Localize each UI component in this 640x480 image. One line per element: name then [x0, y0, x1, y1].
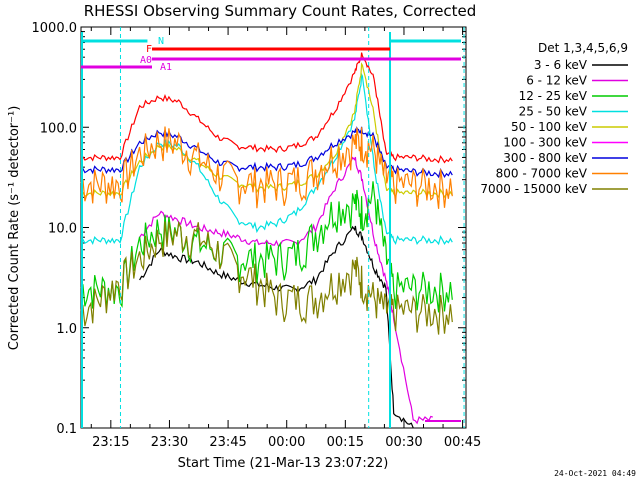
- legend-label: 300 - 800 keV: [503, 151, 587, 165]
- legend-label: 7000 - 15000 keV: [480, 182, 587, 196]
- series-layer: [80, 52, 453, 429]
- x-tick-label: 00:15: [327, 435, 364, 450]
- annotation-label: A0: [140, 55, 152, 66]
- x-axis-ticks: 23:15 23:30 23:45 00:00 00:15 00:30 00:45: [90, 27, 481, 450]
- y-axis-ticks: 1000.0 100.0 10.0 1.0 0.1: [32, 21, 466, 437]
- annotation-label: F: [146, 44, 152, 55]
- series-line-0: [139, 225, 414, 429]
- legend-title: Det 1,3,4,5,6,9: [538, 41, 628, 55]
- timestamp: 24-Oct-2021 04:49: [554, 469, 636, 478]
- legend-label: 3 - 6 keV: [534, 58, 588, 72]
- y-tick-label: 1.0: [56, 322, 77, 337]
- legend-label: 100 - 300 keV: [503, 136, 587, 150]
- x-tick-label: 23:45: [209, 435, 246, 450]
- series-line-2: [80, 181, 453, 313]
- x-tick-label: 00:45: [444, 435, 481, 450]
- y-tick-label: 100.0: [40, 121, 77, 136]
- x-tick-label: 00:30: [385, 435, 422, 450]
- y-tick-label: 0.1: [56, 422, 77, 437]
- y-tick-label: 1000.0: [32, 21, 78, 36]
- chart-title: RHESSI Observing Summary Count Rates, Co…: [84, 2, 477, 20]
- annotation-label: A1: [160, 62, 172, 73]
- legend-label: 800 - 7000 keV: [496, 167, 588, 181]
- x-tick-label: 23:30: [151, 435, 188, 450]
- x-tick-label: 23:15: [92, 435, 129, 450]
- x-axis-label: Start Time (21-Mar-13 23:07:22): [178, 456, 389, 471]
- legend-label: 50 - 100 keV: [511, 120, 588, 134]
- plot-frame: [80, 26, 467, 429]
- legend-label: 6 - 12 keV: [526, 74, 588, 88]
- annotation-label: N: [158, 36, 164, 47]
- legend-label: 25 - 50 keV: [519, 105, 588, 119]
- x-tick-label: 00:00: [268, 435, 305, 450]
- y-axis-label: Corrected Count Rate (s⁻¹ detector⁻¹): [7, 106, 22, 351]
- series-line-1: [139, 156, 433, 425]
- legend-label: 12 - 25 keV: [519, 89, 588, 103]
- y-tick-label: 10.0: [48, 222, 77, 237]
